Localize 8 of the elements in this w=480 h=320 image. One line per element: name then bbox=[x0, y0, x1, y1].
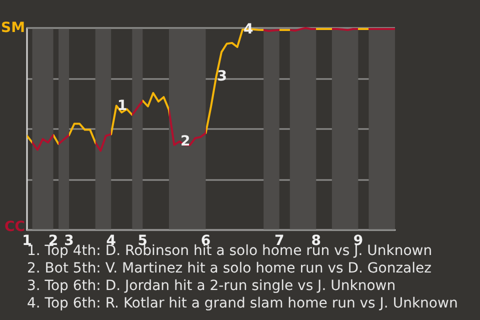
annotation: 1 bbox=[117, 98, 128, 114]
text: 2. Bot 5th: V. Martinez hit a solo home run vs D. Gonzalez bbox=[27, 260, 432, 276]
text: 3. Top 6th: D. Jordan hit a 2-run single vs J. Unknown bbox=[27, 278, 396, 294]
ref-line-label: CC bbox=[4, 219, 25, 235]
ref-line-label: SM bbox=[0, 20, 25, 36]
annotation: 3 bbox=[217, 68, 228, 84]
x-tick-label: 9 bbox=[353, 233, 364, 249]
text: 4. Top 6th: R. Kotlar hit a grand slam home run vs J. Unknown bbox=[27, 296, 458, 312]
